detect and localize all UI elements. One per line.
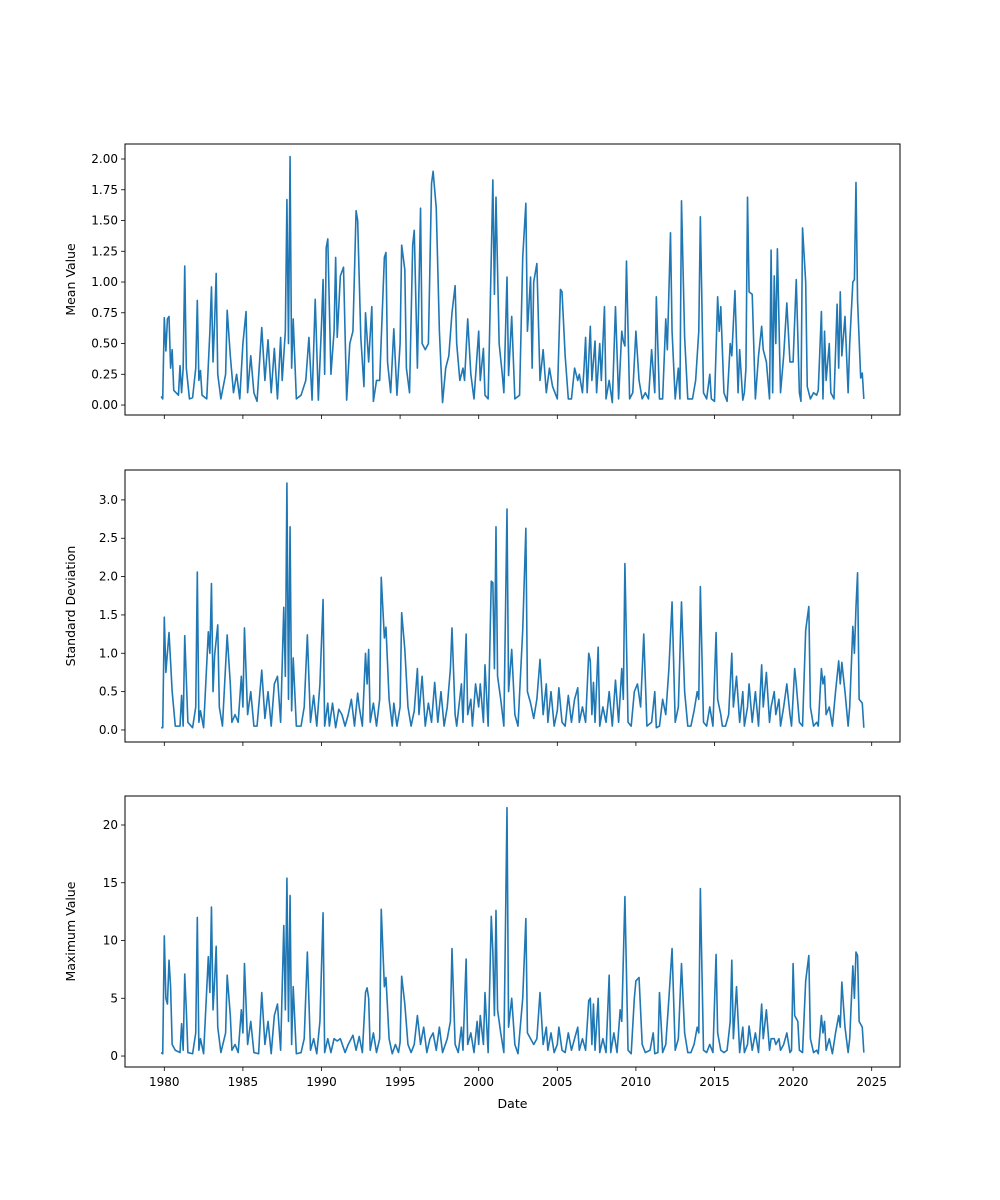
- y-tick-label: 0.0: [99, 723, 118, 737]
- y-axis-label: Standard Deviation: [63, 546, 78, 667]
- y-tick-label: 0: [110, 1049, 118, 1063]
- axes-frame: [124, 143, 901, 416]
- y-tick-label: 10: [103, 934, 118, 948]
- y-tick-label: 1.50: [91, 214, 118, 228]
- y-tick-label: 1.75: [91, 183, 118, 197]
- y-tick-label: 0.00: [91, 398, 118, 412]
- x-tick-label: 1980: [149, 1075, 180, 1089]
- y-tick-label: 15: [103, 876, 118, 890]
- y-tick-label: 1.25: [91, 244, 118, 258]
- y-tick-label: 1.5: [99, 608, 118, 622]
- x-tick-label: 2005: [542, 1075, 573, 1089]
- subplot-1: 0.00 0.25 0.50 0.75 1.00 1.25 1.50 1.75 2.00 Mean…: [63, 143, 901, 419]
- y-tick-label: 2.0: [99, 570, 118, 584]
- y-tick-label: 20: [103, 818, 118, 832]
- axes-frame: [124, 469, 901, 743]
- y-tick-label: 1.00: [91, 275, 118, 289]
- x-tick-label: 1985: [228, 1075, 259, 1089]
- series-line: [161, 482, 865, 729]
- y-tick-label: 5: [110, 991, 118, 1005]
- x-tick-label: 1990: [306, 1075, 337, 1089]
- x-tick-label: 1995: [385, 1075, 416, 1089]
- y-axis-label: Maximum Value: [63, 881, 78, 981]
- y-tick-label: 3.0: [99, 493, 118, 507]
- y-tick-label: 2.00: [91, 152, 118, 166]
- series-line: [160, 155, 865, 404]
- x-tick-label: 2025: [856, 1075, 887, 1089]
- x-axis-label: Date: [498, 1096, 528, 1111]
- x-tick-label: 2020: [778, 1075, 809, 1089]
- y-tick-label: 0.25: [91, 367, 118, 381]
- x-tick-label: 2010: [621, 1075, 652, 1089]
- y-axis-label: Mean Value: [63, 243, 78, 316]
- y-tick-label: 0.50: [91, 337, 118, 351]
- y-tick-label: 0.5: [99, 685, 118, 699]
- subplot-2: 0.0 0.5 1.0 1.5 2.0 2.5 3.0 Standard Deviation: [63, 469, 901, 746]
- axes-frame: [124, 795, 901, 1068]
- y-tick-label: 0.75: [91, 306, 118, 320]
- subplot-3: 0 5 10 15 20 1980 1985 1990 1995 2000 2005 2010 2015…: [63, 795, 901, 1111]
- series-line: [160, 806, 865, 1055]
- y-tick-label: 1.0: [99, 646, 118, 660]
- x-tick-label: 2000: [463, 1075, 494, 1089]
- x-tick-label: 2015: [699, 1075, 730, 1089]
- y-tick-label: 2.5: [99, 531, 118, 545]
